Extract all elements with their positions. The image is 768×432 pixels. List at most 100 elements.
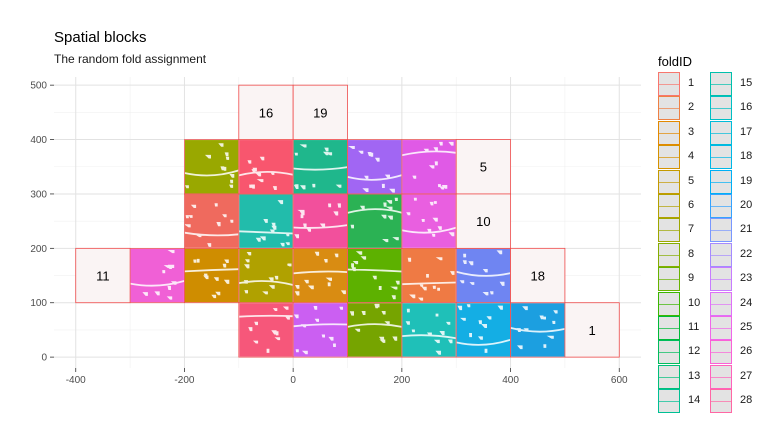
block-fold-label: 1 [588, 323, 595, 338]
legend-key [658, 389, 680, 414]
point-block-gaps [401, 141, 457, 190]
chart-subtitle: The random fold assignment [54, 52, 207, 66]
x-tick-label: 400 [502, 375, 519, 386]
legend-label: 26 [740, 345, 753, 358]
legend-key [710, 145, 732, 170]
point-block-gaps [238, 252, 294, 295]
legend-label: 2 [688, 101, 695, 114]
legend-key [710, 72, 732, 96]
legend-key [710, 242, 732, 267]
point-block [347, 139, 403, 195]
point-block [347, 193, 403, 249]
point-block [238, 302, 294, 358]
legend-key [710, 96, 732, 121]
point-block-fill [348, 140, 402, 194]
legend-label: 27 [740, 369, 753, 382]
legend-label: 16 [740, 101, 753, 114]
legend-key [658, 218, 680, 243]
point-block [455, 302, 511, 358]
legend-label: 4 [688, 150, 695, 163]
chart-title: Spatial blocks [54, 29, 147, 46]
empty-block: 16 [238, 84, 294, 140]
legend-label: 21 [740, 223, 753, 236]
x-tick-label: -400 [66, 375, 86, 386]
point-block-gaps [238, 306, 294, 353]
legend-label: 19 [740, 174, 753, 187]
block-fold-label: 16 [259, 105, 273, 120]
legend-label: 17 [740, 125, 753, 138]
legend-key [658, 340, 680, 365]
point-block [184, 247, 240, 304]
point-block [455, 247, 511, 304]
point-block-gaps [347, 303, 403, 343]
point-block-fill [184, 140, 239, 194]
empty-block: 18 [510, 247, 566, 304]
legend-label: 18 [740, 150, 753, 163]
point-block [401, 193, 457, 249]
point-block-fill [184, 248, 239, 303]
legend-key [710, 291, 732, 316]
x-tick-label: 0 [290, 375, 296, 386]
legend-key [658, 267, 680, 292]
y-tick-label: 500 [30, 81, 47, 92]
point-block [129, 247, 185, 304]
empty-block: 1 [564, 302, 620, 358]
point-block-fill [293, 248, 347, 303]
point-block-gaps [456, 304, 511, 353]
y-tick-label: 100 [30, 298, 47, 309]
point-block-gaps [184, 143, 240, 189]
point-block-gaps [129, 250, 185, 300]
legend-key [710, 169, 732, 194]
point-block [183, 193, 240, 249]
point-block-gaps [293, 144, 348, 190]
block-fold-label: 10 [476, 214, 490, 229]
x-tick-label: 600 [611, 375, 628, 386]
block-fold-label: 19 [313, 105, 327, 120]
legend-label: 15 [740, 77, 753, 89]
point-block-fill [348, 248, 402, 303]
point-block-gaps [293, 306, 348, 355]
point-block-fill [184, 194, 239, 248]
point-block-fill [402, 248, 456, 303]
legend-label: 24 [740, 296, 753, 309]
legend-label: 13 [688, 369, 701, 382]
point-block-gaps [510, 306, 566, 350]
legend-key [658, 316, 680, 340]
point-block-gaps [184, 258, 239, 299]
y-tick-label: 0 [41, 353, 47, 364]
empty-block: 5 [455, 139, 511, 195]
point-block-fill [239, 303, 293, 357]
y-tick-label: 300 [30, 189, 47, 200]
point-block [238, 193, 294, 249]
point-block [184, 139, 240, 195]
legend-key [710, 389, 732, 414]
legend-label: 20 [740, 199, 753, 211]
legend-key [658, 291, 680, 316]
point-block [238, 247, 294, 304]
legend-label: 6 [688, 199, 695, 211]
legend-label: 22 [740, 247, 753, 260]
legend-label: 23 [740, 272, 753, 285]
legend-key [710, 120, 732, 145]
block-fold-label: 5 [480, 160, 487, 175]
point-block [238, 139, 294, 195]
point-block-gaps [347, 251, 402, 300]
legend-key [658, 145, 680, 170]
point-block-fill [402, 140, 456, 194]
legend-label: 1 [688, 77, 695, 89]
legend-key [710, 364, 732, 389]
point-block [292, 193, 348, 249]
empty-block-rect [455, 139, 511, 195]
legend-key [658, 72, 680, 96]
point-block-gaps [238, 200, 294, 247]
point-block-fill [293, 140, 347, 194]
point-block-gaps [183, 203, 239, 247]
legend-key [658, 194, 680, 218]
point-block-gaps [401, 308, 457, 355]
legend-label: 3 [688, 125, 695, 138]
legend-label: 28 [740, 394, 753, 407]
empty-block-rect [564, 302, 620, 358]
legend-key [710, 218, 732, 243]
point-block-fill [293, 303, 347, 357]
